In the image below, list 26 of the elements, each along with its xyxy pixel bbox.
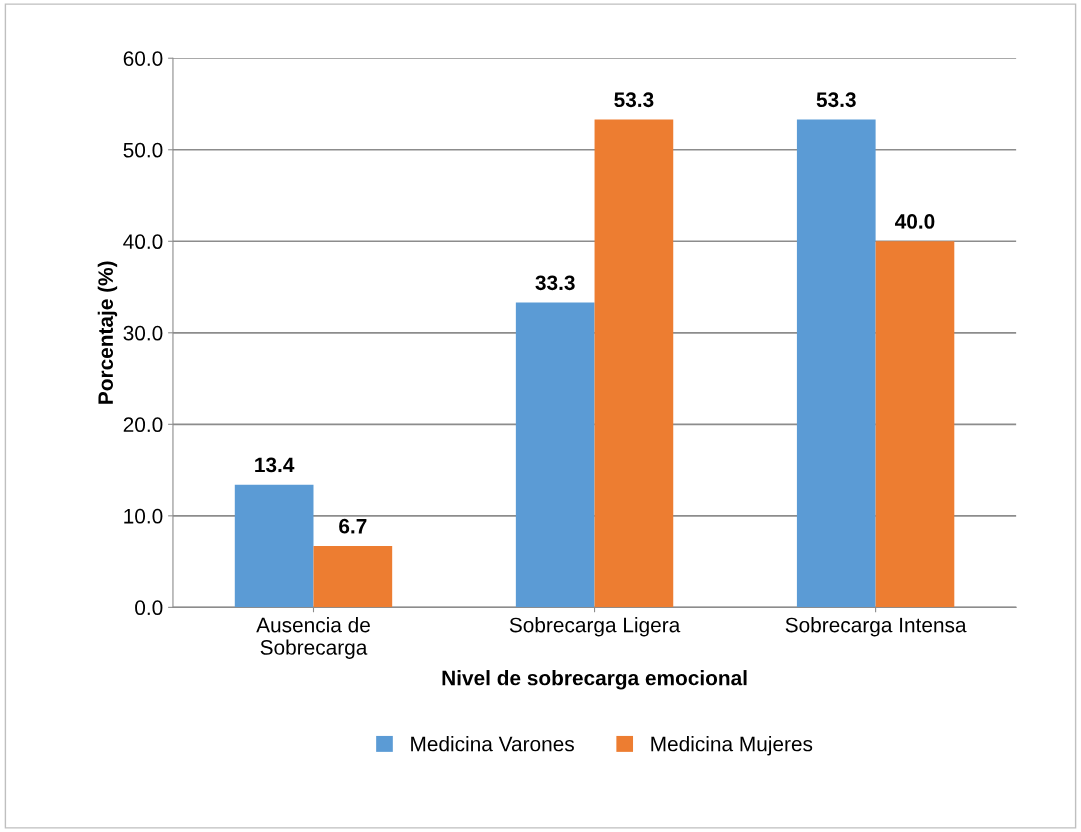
x-tick-label: Sobrecarga Intensa [785, 617, 967, 637]
y-tick-label: 50.0 [123, 142, 163, 158]
bar [875, 241, 955, 608]
y-axis-title: Porcentaje (%) [97, 261, 118, 404]
y-tick-label: 20.0 [123, 417, 163, 433]
y-tick-label: 40.0 [123, 234, 163, 250]
legend-label: Medicina Mujeres [651, 736, 813, 756]
data-label: 40.0 [895, 214, 935, 229]
y-tick-label: 0.0 [135, 600, 163, 616]
y-tick-label: 60.0 [123, 51, 163, 66]
y-tick-label: 30.0 [123, 325, 163, 341]
bar [234, 484, 314, 608]
data-label: 33.3 [535, 275, 575, 291]
legend-label: Medicina Varones [411, 736, 574, 752]
bar [594, 119, 674, 608]
bar [313, 546, 393, 608]
data-label: 53.3 [614, 92, 654, 108]
data-label: 6.7 [339, 518, 367, 534]
data-label: 53.3 [816, 92, 856, 108]
y-tick-label: 10.0 [124, 508, 163, 524]
x-tick-label: Ausencia de Sobrecarga [256, 617, 370, 659]
bar [515, 302, 595, 608]
x-tick-label: Sobrecarga Ligera [509, 617, 681, 637]
data-label: 13.4 [255, 457, 295, 473]
x-axis-title: Nivel de sobrecarga emocional [442, 670, 747, 690]
bar [796, 119, 876, 608]
